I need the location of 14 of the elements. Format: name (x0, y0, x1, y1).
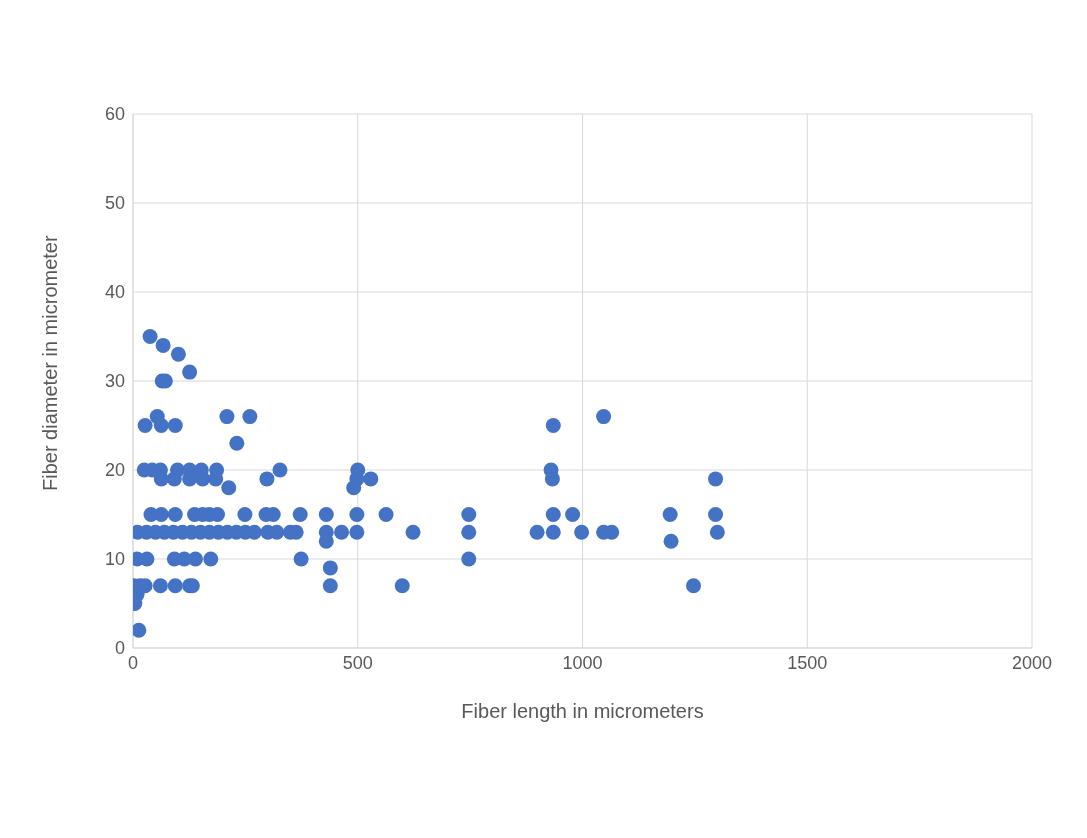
y-tick-label: 50 (104, 193, 125, 214)
x-tick-label: 2000 (1011, 652, 1053, 673)
x-tick-label: 1500 (787, 652, 828, 673)
x-tick-label: 1000 (562, 652, 603, 673)
x-tick-label: 500 (342, 652, 373, 673)
y-tick-label: 10 (104, 549, 125, 570)
y-axis-title: Fiber diameter in micrometer (39, 235, 62, 491)
y-tick-label: 60 (104, 104, 125, 125)
y-tick-label: 0 (114, 638, 125, 659)
y-tick-label: 20 (104, 460, 125, 481)
y-tick-label: 40 (104, 282, 125, 303)
x-axis-title: Fiber length in micrometers (461, 700, 704, 722)
y-tick-label: 30 (104, 371, 125, 392)
x-tick-label: 0 (127, 652, 139, 673)
